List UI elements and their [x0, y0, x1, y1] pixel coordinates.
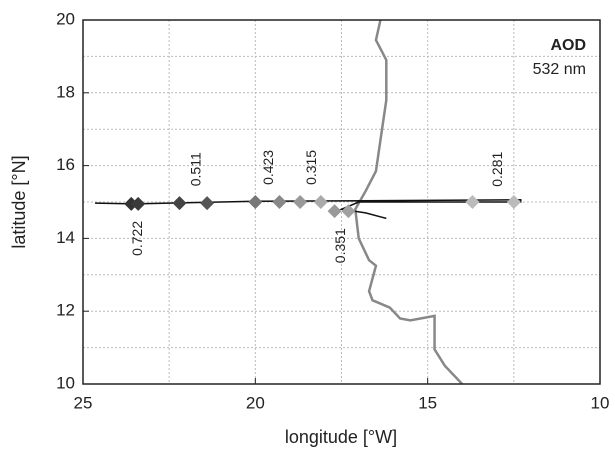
legend-title: AOD [550, 37, 586, 54]
point [313, 195, 328, 209]
annotation: 0.722 [129, 221, 145, 256]
annotation: 0.315 [303, 150, 319, 185]
flight-track [95, 199, 522, 220]
y-tick-label: 16 [56, 155, 75, 174]
y-axis-label: latitude [°N] [9, 155, 29, 248]
point [341, 204, 356, 219]
annotation: 0.511 [187, 152, 203, 186]
y-tick-label: 14 [56, 228, 75, 247]
legend-subtitle: 532 nm [533, 61, 586, 78]
point [327, 204, 342, 219]
coastline [353, 19, 464, 385]
point [465, 195, 480, 209]
x-tick-label: 10 [591, 393, 610, 412]
y-tick-label: 12 [56, 301, 75, 320]
y-tick-label: 20 [56, 9, 75, 28]
annotation: 0.423 [260, 150, 276, 185]
x-axis-label: longitude [°W] [285, 427, 397, 447]
point [248, 195, 263, 209]
annotation: 0.351 [332, 228, 348, 263]
x-tick-label: 20 [246, 393, 265, 412]
x-tick-label: 25 [74, 393, 93, 412]
point [200, 196, 215, 211]
x-tick-label: 15 [418, 393, 437, 412]
plot-frame [82, 19, 601, 385]
point [272, 195, 287, 209]
point [131, 196, 146, 211]
point [172, 196, 187, 211]
point [506, 195, 521, 209]
y-tick-label: 18 [56, 82, 75, 101]
annotation: 0.281 [489, 152, 505, 187]
point [293, 195, 308, 209]
y-tick-label: 10 [56, 373, 75, 392]
